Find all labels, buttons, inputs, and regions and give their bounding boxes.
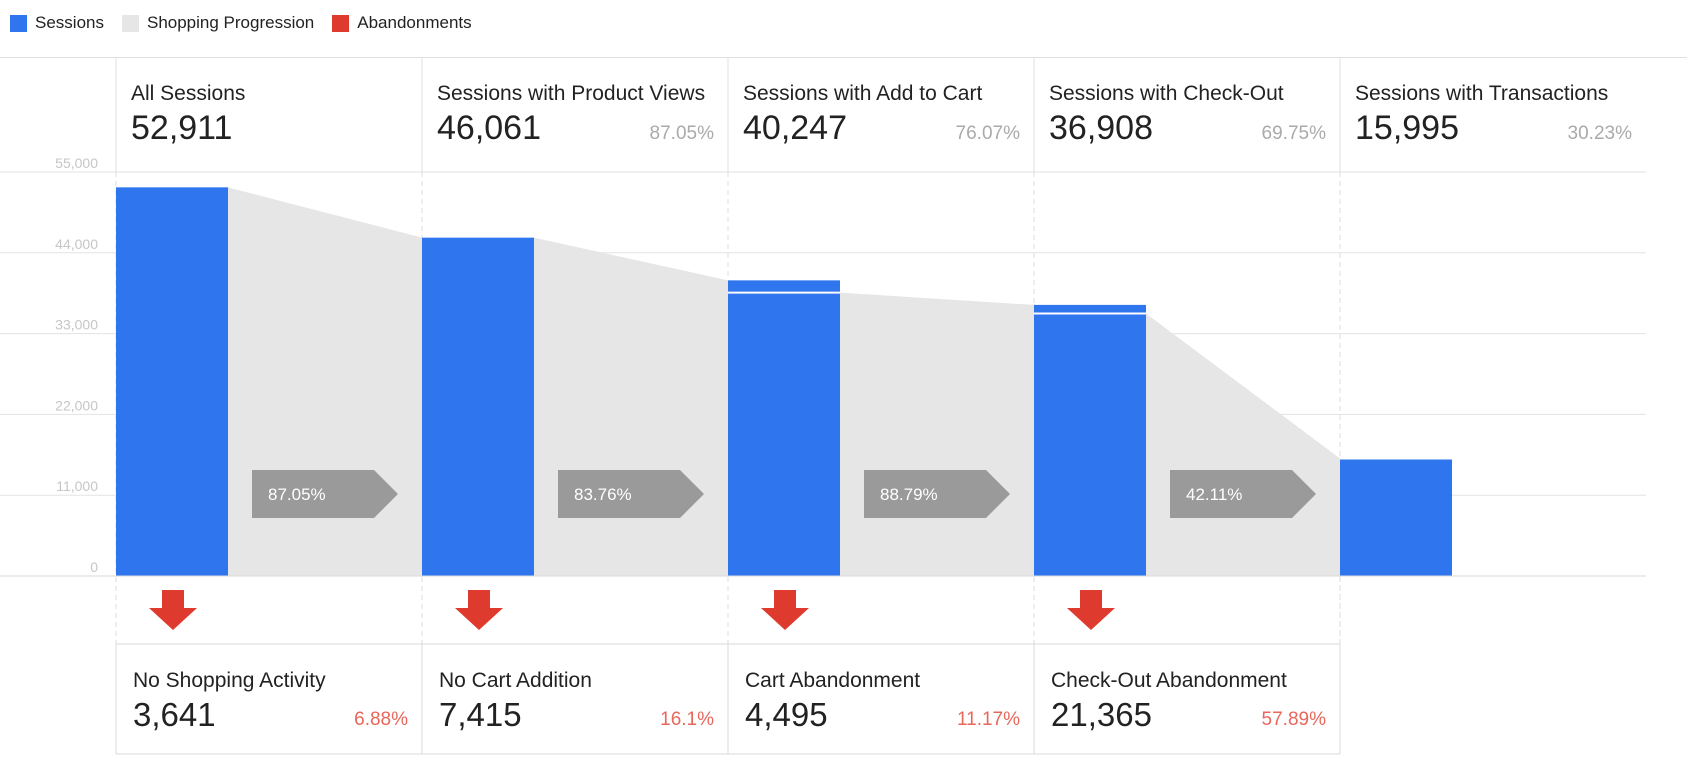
step-rate: 87.05%	[649, 123, 714, 144]
step-name: All Sessions	[131, 82, 246, 105]
abandonment-name: Cart Abandonment	[745, 669, 921, 692]
abandonment-value: 21,365	[1051, 696, 1152, 733]
progression-rate-label: 42.11%	[1186, 485, 1242, 504]
legend-swatch-sessions	[10, 14, 27, 32]
session-bar	[1340, 458, 1452, 576]
down-arrow-icon	[149, 590, 197, 630]
abandonment-box[interactable]: Check-Out Abandonment 21,365 57.89%	[1034, 644, 1340, 754]
step-name: Sessions with Add to Cart	[743, 82, 983, 105]
legend-item-sessions: Sessions	[10, 13, 104, 33]
session-bar	[1034, 304, 1146, 576]
step-header[interactable]: Sessions with Product Views 46,061 87.05…	[422, 58, 728, 172]
y-tick-label: 55,000	[55, 155, 98, 171]
legend-label: Abandonments	[357, 13, 472, 32]
progression-rate-tag	[558, 470, 704, 518]
abandonment-rate: 16.1%	[660, 709, 714, 730]
abandonment-value: 4,495	[745, 696, 828, 733]
legend-swatch-progression	[121, 14, 139, 32]
progression-rate-tag	[864, 470, 1010, 518]
step-value: 46,061	[437, 109, 541, 147]
step-rate: 69.75%	[1261, 123, 1326, 144]
step-header[interactable]: Sessions with Check-Out 36,908 69.75%	[1034, 58, 1340, 172]
step-name: Sessions with Transactions	[1355, 82, 1609, 105]
down-arrow-icon	[761, 590, 809, 630]
down-arrow-icon	[1067, 590, 1115, 630]
step-value: 36,908	[1049, 109, 1153, 147]
y-tick-label: 11,000	[56, 478, 98, 494]
progression-rate-tag	[1170, 470, 1316, 518]
session-bar	[728, 280, 840, 576]
progression-rate-label: 87.05%	[268, 485, 326, 504]
step-name: Sessions with Product Views	[437, 82, 706, 105]
step-header[interactable]: All Sessions 52,911	[116, 58, 422, 172]
y-tick-label: 33,000	[55, 317, 98, 333]
step-value: 15,995	[1355, 109, 1459, 147]
abandonment-box[interactable]: No Shopping Activity 3,641 6.88%	[116, 644, 422, 754]
y-tick-label: 22,000	[55, 397, 98, 413]
abandonment-name: No Cart Addition	[439, 669, 592, 692]
progression-rate-label: 88.79%	[880, 485, 938, 504]
legend-swatch-abandonments	[332, 14, 350, 32]
step-rate: 76.07%	[955, 123, 1020, 144]
abandonment-rate: 11.17%	[956, 709, 1020, 730]
y-tick-label: 0	[90, 559, 98, 575]
abandonment-box[interactable]: Cart Abandonment 4,495 11.17%	[728, 644, 1034, 754]
legend-label: Shopping Progression	[146, 13, 315, 32]
step-value: 40,247	[743, 109, 847, 147]
legend-item-shopping-progression: Shopping Progression	[121, 13, 315, 33]
top-divider	[0, 57, 1687, 58]
legend-item-abandonments: Abandonments	[332, 13, 472, 33]
session-bar	[422, 237, 534, 576]
step-header[interactable]: Sessions with Transactions 15,995 30.23%	[1340, 58, 1646, 172]
progression-area	[534, 237, 728, 576]
abandonment-value: 7,415	[439, 696, 522, 733]
step-name: Sessions with Check-Out	[1049, 82, 1284, 105]
abandonment-value: 3,641	[133, 696, 216, 733]
step-header[interactable]: Sessions with Add to Cart 40,247 76.07%	[728, 58, 1034, 172]
legend-label: Sessions	[35, 13, 104, 32]
y-tick-label: 44,000	[55, 236, 98, 252]
abandonment-name: No Shopping Activity	[133, 669, 326, 692]
progression-area	[840, 292, 1034, 576]
step-rate: 30.23%	[1567, 123, 1632, 144]
abandonment-rate: 57.89%	[1261, 709, 1326, 730]
abandonment-box[interactable]: No Cart Addition 7,415 16.1%	[422, 644, 728, 754]
progression-area	[1146, 313, 1340, 576]
abandonment-rate: 6.88%	[354, 709, 408, 730]
progression-rate-label: 83.76%	[574, 485, 632, 504]
down-arrow-icon	[455, 590, 503, 630]
step-value: 52,911	[131, 109, 233, 147]
abandonment-name: Check-Out Abandonment	[1051, 669, 1287, 692]
progression-rate-tag	[252, 470, 398, 518]
legend: Sessions Shopping Progression Abandonmen…	[10, 13, 490, 33]
session-bar	[116, 187, 228, 576]
